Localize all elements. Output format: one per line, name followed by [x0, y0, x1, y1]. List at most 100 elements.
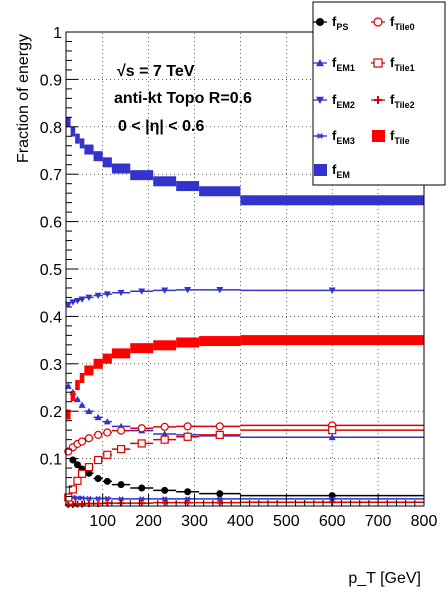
- y-tick-label: 0.2: [40, 404, 62, 421]
- data-point: [73, 395, 81, 403]
- legend-marker: [316, 59, 324, 67]
- x-tick-label: 300: [181, 513, 208, 530]
- legend-label: fTile: [390, 128, 410, 146]
- series-f-tile: [66, 335, 424, 420]
- data-point: [184, 496, 192, 502]
- data-bar: [75, 133, 80, 144]
- data-point: [85, 495, 93, 502]
- data-bar: [176, 337, 200, 348]
- data-point: [184, 488, 192, 496]
- plot-frame: [65, 31, 425, 507]
- legend-label: fEM3: [332, 128, 355, 146]
- annotation-algorithm: anti-kt Topo R=0.6: [114, 90, 252, 107]
- data-point: [68, 485, 77, 494]
- data-bar: [130, 170, 154, 181]
- legend-label: fPS: [332, 14, 348, 32]
- data-point: [78, 401, 86, 408]
- data-point: [73, 297, 81, 305]
- data-point: [103, 418, 111, 425]
- legend-label: fEM1: [332, 55, 355, 73]
- x-tick-label: 500: [273, 513, 300, 530]
- data-point: [77, 437, 87, 446]
- data-bar: [70, 126, 76, 137]
- data-point: [103, 477, 111, 485]
- series-f-tile0: [64, 421, 424, 456]
- data-point: [138, 288, 146, 295]
- data-point: [216, 496, 224, 502]
- data-bar: [66, 117, 71, 128]
- legend-item-f-tile: fTile: [372, 128, 410, 146]
- data-bar: [111, 348, 131, 359]
- series-f-em: [66, 117, 424, 206]
- legend-label: fTile1: [390, 55, 415, 73]
- data-bar: [79, 373, 85, 384]
- data-point: [64, 382, 72, 389]
- x-tick-label: 800: [411, 513, 438, 530]
- annotation-energy: √s = 7 TeV: [117, 63, 195, 80]
- legend-marker: [372, 130, 385, 142]
- data-point: [161, 430, 169, 437]
- data-point: [216, 490, 224, 498]
- legend-label: fEM2: [332, 92, 355, 110]
- data-point: [94, 413, 102, 421]
- data-point: [216, 287, 224, 294]
- data-point: [69, 299, 77, 306]
- legend-item-f-tile1: fTile1: [371, 55, 415, 73]
- data-point: [183, 432, 192, 441]
- data-point: [328, 426, 337, 435]
- data-point: [103, 428, 112, 437]
- x-tick-label: 100: [89, 513, 116, 530]
- x-tick-label: 400: [227, 513, 254, 530]
- y-tick-label: 1: [53, 25, 62, 42]
- legend-marker: [373, 17, 383, 27]
- data-point: [103, 450, 112, 459]
- legend-item-f-em2: fEM2: [313, 92, 355, 110]
- data-point: [64, 301, 72, 309]
- data-bar: [84, 365, 94, 376]
- legend-box: [312, 1, 446, 186]
- legend-marker: [316, 18, 324, 26]
- series-f-tile1: [64, 426, 424, 502]
- data-point: [160, 422, 169, 431]
- x-axis-label: p_T [GeV]: [348, 570, 421, 587]
- data-bar: [93, 358, 103, 369]
- data-bar: [111, 163, 131, 174]
- data-bar: [199, 186, 241, 197]
- data-point: [103, 291, 111, 298]
- annotation-eta-range: 0 < |η| < 0.6: [118, 118, 204, 135]
- legend-item-f-em1: fEM1: [313, 55, 355, 73]
- data-point: [84, 434, 94, 443]
- legend-marker: [316, 96, 324, 104]
- y-tick-label: 0.9: [40, 72, 62, 89]
- data-point: [215, 430, 224, 439]
- data-bar: [240, 195, 424, 206]
- data-bar: [199, 336, 241, 347]
- data-point: [117, 481, 125, 489]
- legend-item-f-ps: fPS: [313, 14, 348, 32]
- data-point: [137, 439, 146, 448]
- y-tick-label: 0.8: [40, 120, 62, 137]
- series-f-em1: [64, 382, 424, 441]
- data-point: [215, 422, 224, 431]
- data-bar: [102, 157, 112, 168]
- data-bar: [153, 340, 177, 351]
- data-point: [183, 422, 192, 431]
- data-point: [94, 455, 103, 465]
- legend-item-f-tile0: fTile0: [371, 14, 415, 32]
- data-bar: [240, 335, 424, 346]
- data-point: [117, 496, 125, 502]
- series-f-em2: [64, 287, 424, 309]
- y-tick-label: 0.3: [40, 357, 62, 374]
- data-point: [85, 294, 93, 301]
- y-tick-label: 0.4: [40, 309, 62, 326]
- data-point: [84, 463, 94, 472]
- y-tick-label: 0.1: [40, 452, 62, 469]
- data-point: [64, 493, 73, 502]
- data-bar: [130, 343, 154, 354]
- y-tick-label: 0.6: [40, 215, 62, 232]
- y-axis-label: Fraction of energy: [15, 34, 32, 163]
- data-point: [328, 433, 336, 441]
- data-point: [138, 496, 146, 502]
- legend-label: fEM: [332, 162, 350, 180]
